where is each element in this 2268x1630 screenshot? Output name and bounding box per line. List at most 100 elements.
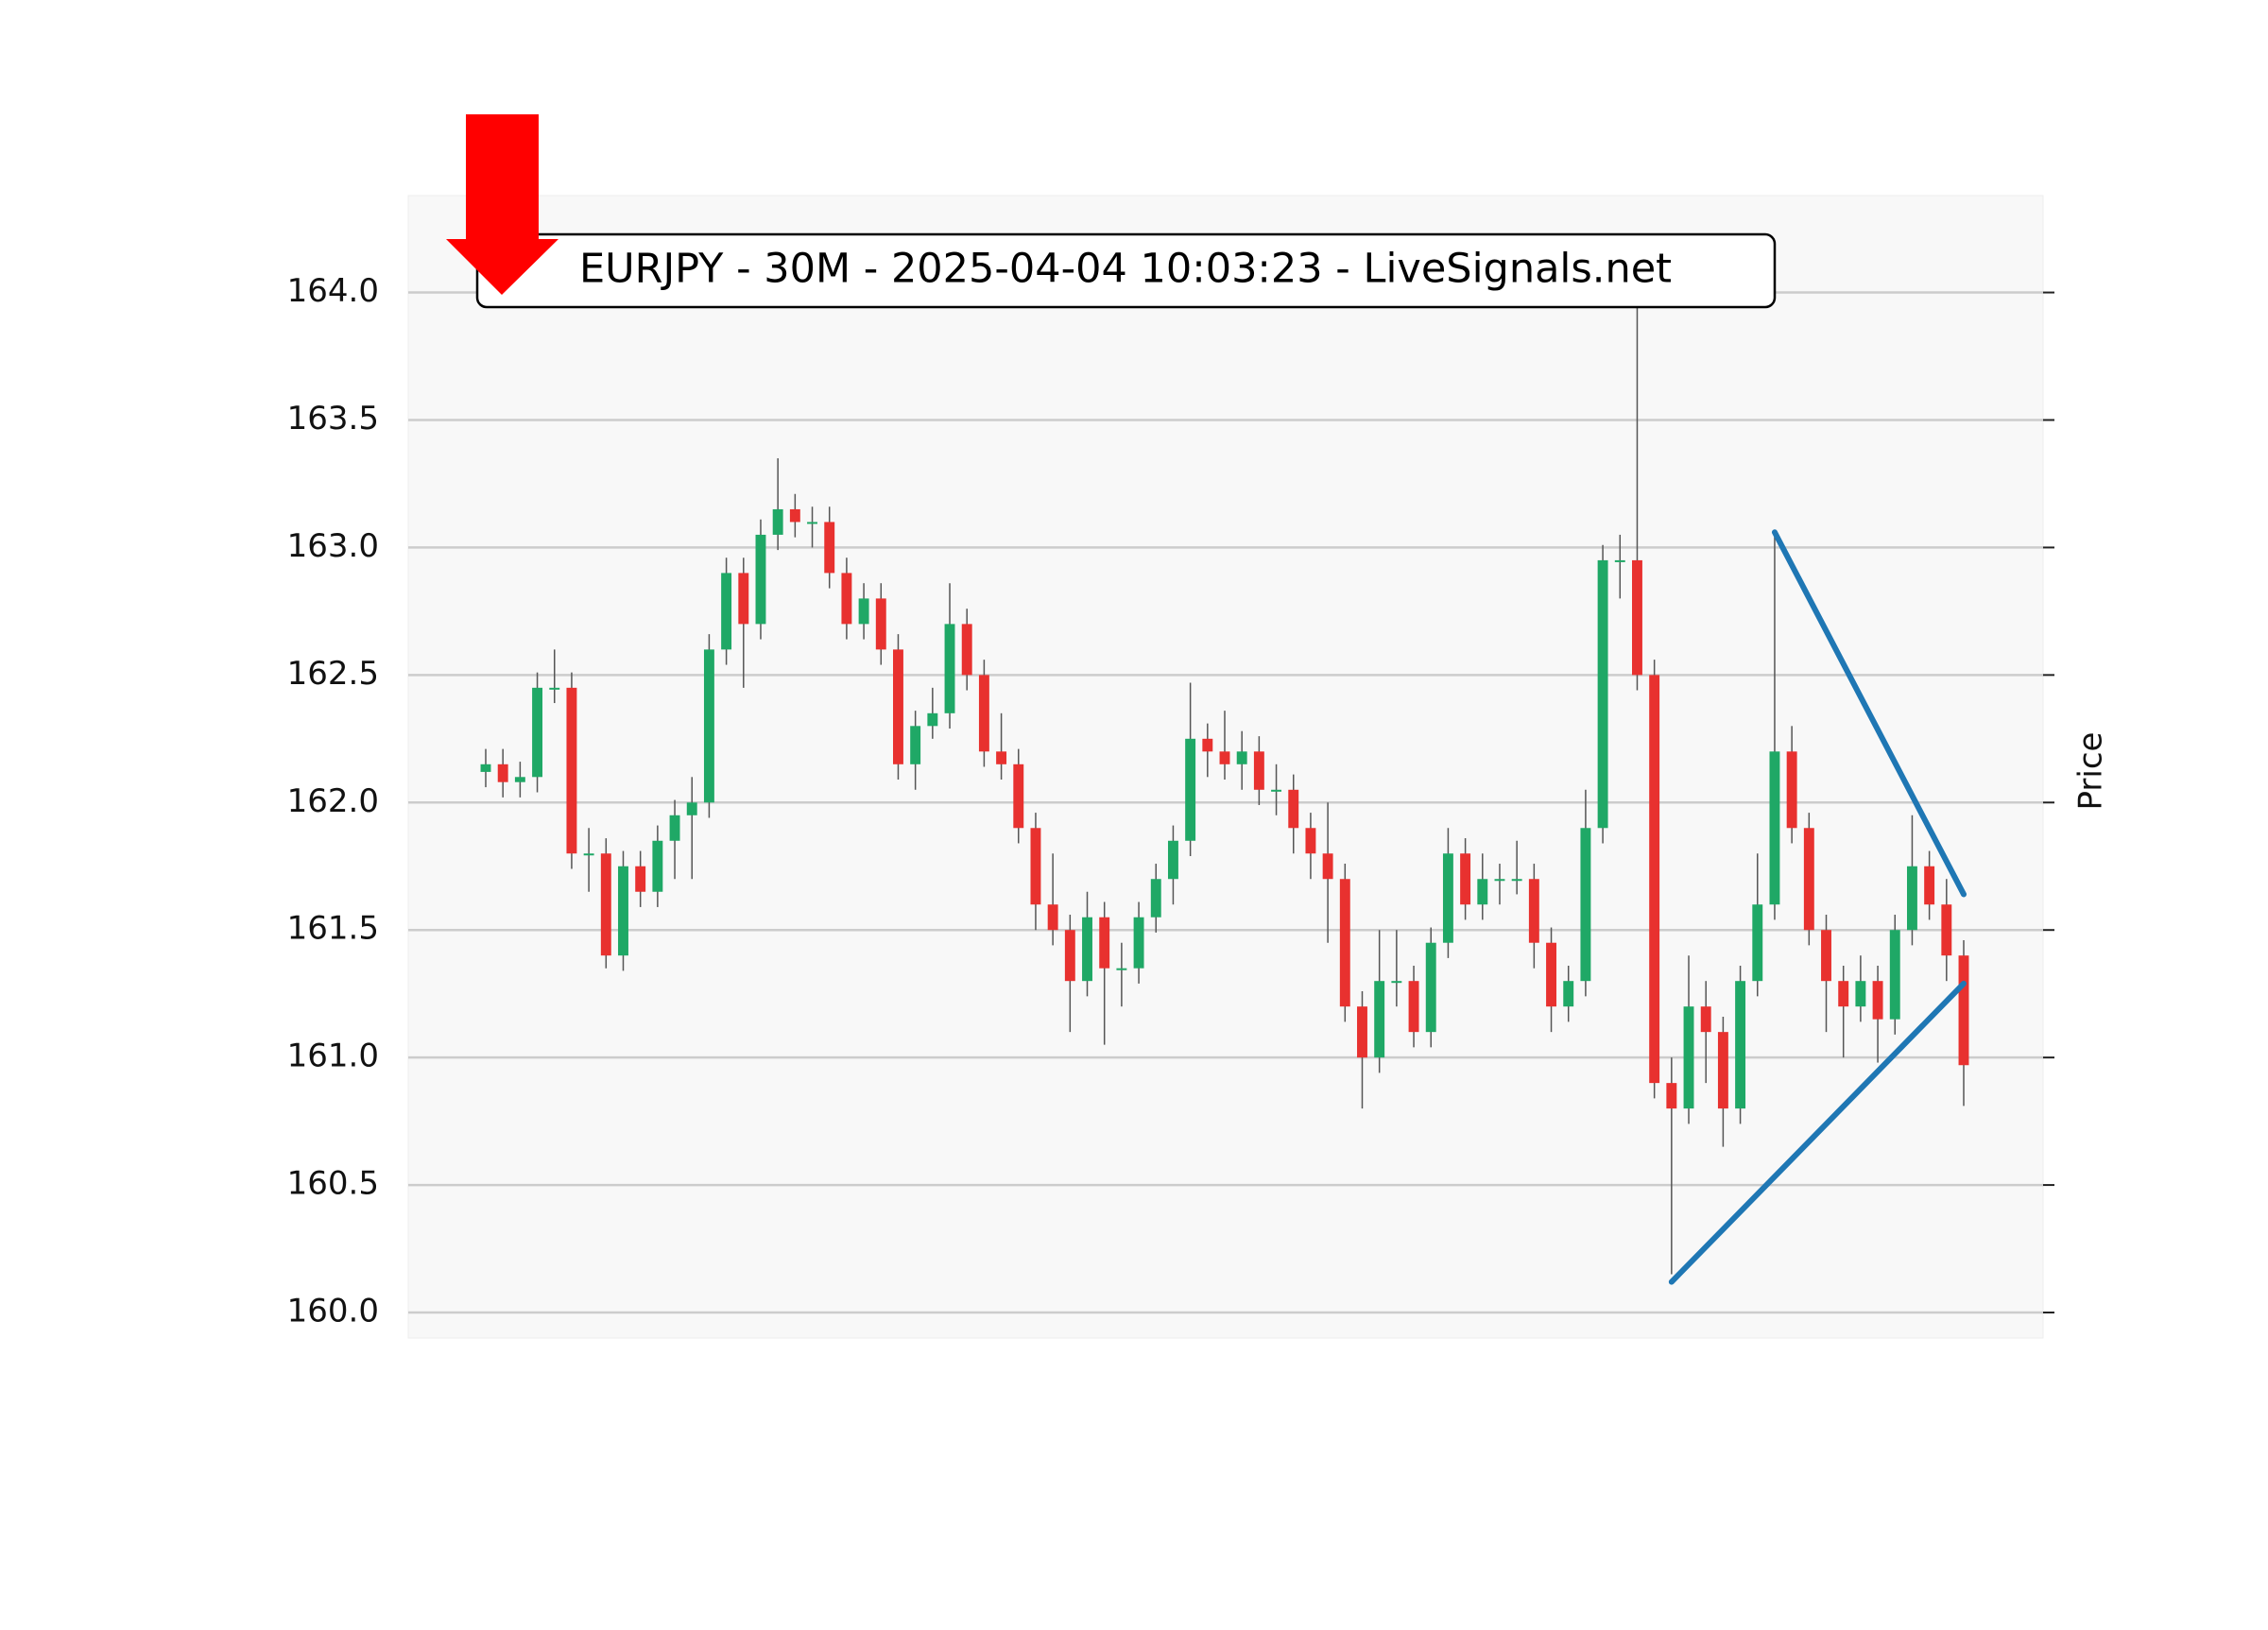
candle-body (910, 726, 921, 764)
candle-body (789, 508, 800, 523)
candle-body (1185, 738, 1196, 841)
candle-body (1803, 828, 1814, 931)
candle-body (532, 687, 543, 778)
candle-body (1116, 968, 1127, 970)
candle-body (1906, 866, 1917, 931)
y-tick-label: 161.5 (287, 910, 379, 948)
candle-body (1288, 789, 1299, 829)
candle-body (1717, 1032, 1728, 1109)
candle-body (1546, 942, 1556, 1007)
candle-body (875, 598, 886, 650)
candle-body (927, 712, 938, 727)
y-tick-label: 160.5 (287, 1165, 379, 1203)
candle-body (1786, 751, 1797, 829)
candle-body (1889, 930, 1900, 1020)
candle-body (944, 624, 955, 713)
y-tick-label: 163.5 (287, 400, 379, 438)
candle-body (1253, 751, 1264, 790)
y-axis-label: Price (2072, 732, 2110, 811)
candle-body (1700, 1006, 1711, 1033)
candle-body (824, 522, 835, 574)
candle-body (1580, 828, 1591, 982)
candle-body (635, 866, 646, 892)
candle-body (1838, 981, 1849, 1007)
candle-body (1408, 981, 1419, 1033)
chart-title: EURJPY - 30M - 2025-04-04 10:03:23 - Liv… (579, 246, 1672, 293)
candle-body (807, 522, 817, 524)
candle-body (755, 534, 766, 625)
candle-body (1752, 904, 1763, 982)
y-tick-label: 164.0 (287, 272, 379, 310)
candle-body (1150, 879, 1161, 918)
candle-body (1099, 917, 1110, 969)
candle-body (1735, 981, 1746, 1109)
candle-body (1958, 955, 1969, 1066)
candle-body (514, 777, 525, 782)
candle-body (996, 751, 1007, 764)
candle-body (1322, 853, 1333, 880)
candle-body (1167, 840, 1178, 880)
candle-body (686, 802, 697, 815)
plot-area (407, 195, 2044, 1339)
candle-body (1391, 981, 1402, 984)
candle-body (772, 508, 783, 535)
candle-body (858, 598, 869, 625)
candle-body (1357, 1006, 1367, 1058)
title-box (475, 232, 1777, 309)
candle-body (1597, 559, 1608, 829)
candle-body (703, 649, 714, 803)
candle-body (1477, 879, 1488, 905)
candle-body (1855, 981, 1866, 1007)
candle-body (961, 624, 972, 676)
candle-body (893, 649, 903, 764)
candle-body (1769, 751, 1780, 905)
candle-body (1563, 981, 1574, 1007)
candle-body (1632, 559, 1642, 676)
candle-body (669, 815, 680, 841)
candle-body (549, 687, 560, 690)
candle-body (1649, 675, 1660, 1084)
candle-body (1614, 559, 1625, 562)
candle-body (1030, 828, 1041, 905)
y-tick-label: 162.5 (287, 655, 379, 693)
candle-body (600, 853, 611, 956)
candle-body (738, 573, 749, 625)
candle-body (1941, 904, 1952, 956)
candle-body (1683, 1006, 1694, 1109)
candle-body (1013, 764, 1024, 829)
candle-body (1872, 981, 1883, 1020)
candle-body (1425, 942, 1436, 1033)
candle-body (1494, 879, 1505, 882)
candle-body (583, 853, 594, 856)
signal-arrow (446, 114, 558, 295)
candle-body (841, 573, 852, 625)
trendline (1771, 529, 1967, 898)
candle-body (1047, 904, 1058, 931)
candle-body (566, 687, 577, 854)
candle-body (1236, 751, 1247, 764)
y-tick-label: 162.0 (287, 782, 379, 820)
candle-body (1133, 917, 1144, 969)
candle-body (1460, 853, 1471, 905)
candle-body (652, 840, 663, 892)
candle-body (1528, 879, 1539, 943)
candle-body (1219, 751, 1230, 764)
candle-body (618, 866, 628, 956)
candle-body (497, 764, 508, 782)
candle-body (1666, 1083, 1677, 1109)
candle-body (1339, 879, 1350, 1007)
candle-body (1511, 879, 1522, 882)
candle-body (1202, 738, 1213, 752)
candle-body (1271, 789, 1282, 792)
y-tick-label: 161.0 (287, 1038, 379, 1075)
candle-body (1082, 917, 1092, 982)
candle-body (721, 573, 732, 650)
candle-body (1374, 981, 1385, 1058)
candle-body (1064, 930, 1075, 982)
candle-body (480, 764, 491, 772)
candle-body (978, 675, 989, 752)
trendline (1668, 980, 1967, 1285)
y-tick-label: 160.0 (287, 1293, 379, 1330)
